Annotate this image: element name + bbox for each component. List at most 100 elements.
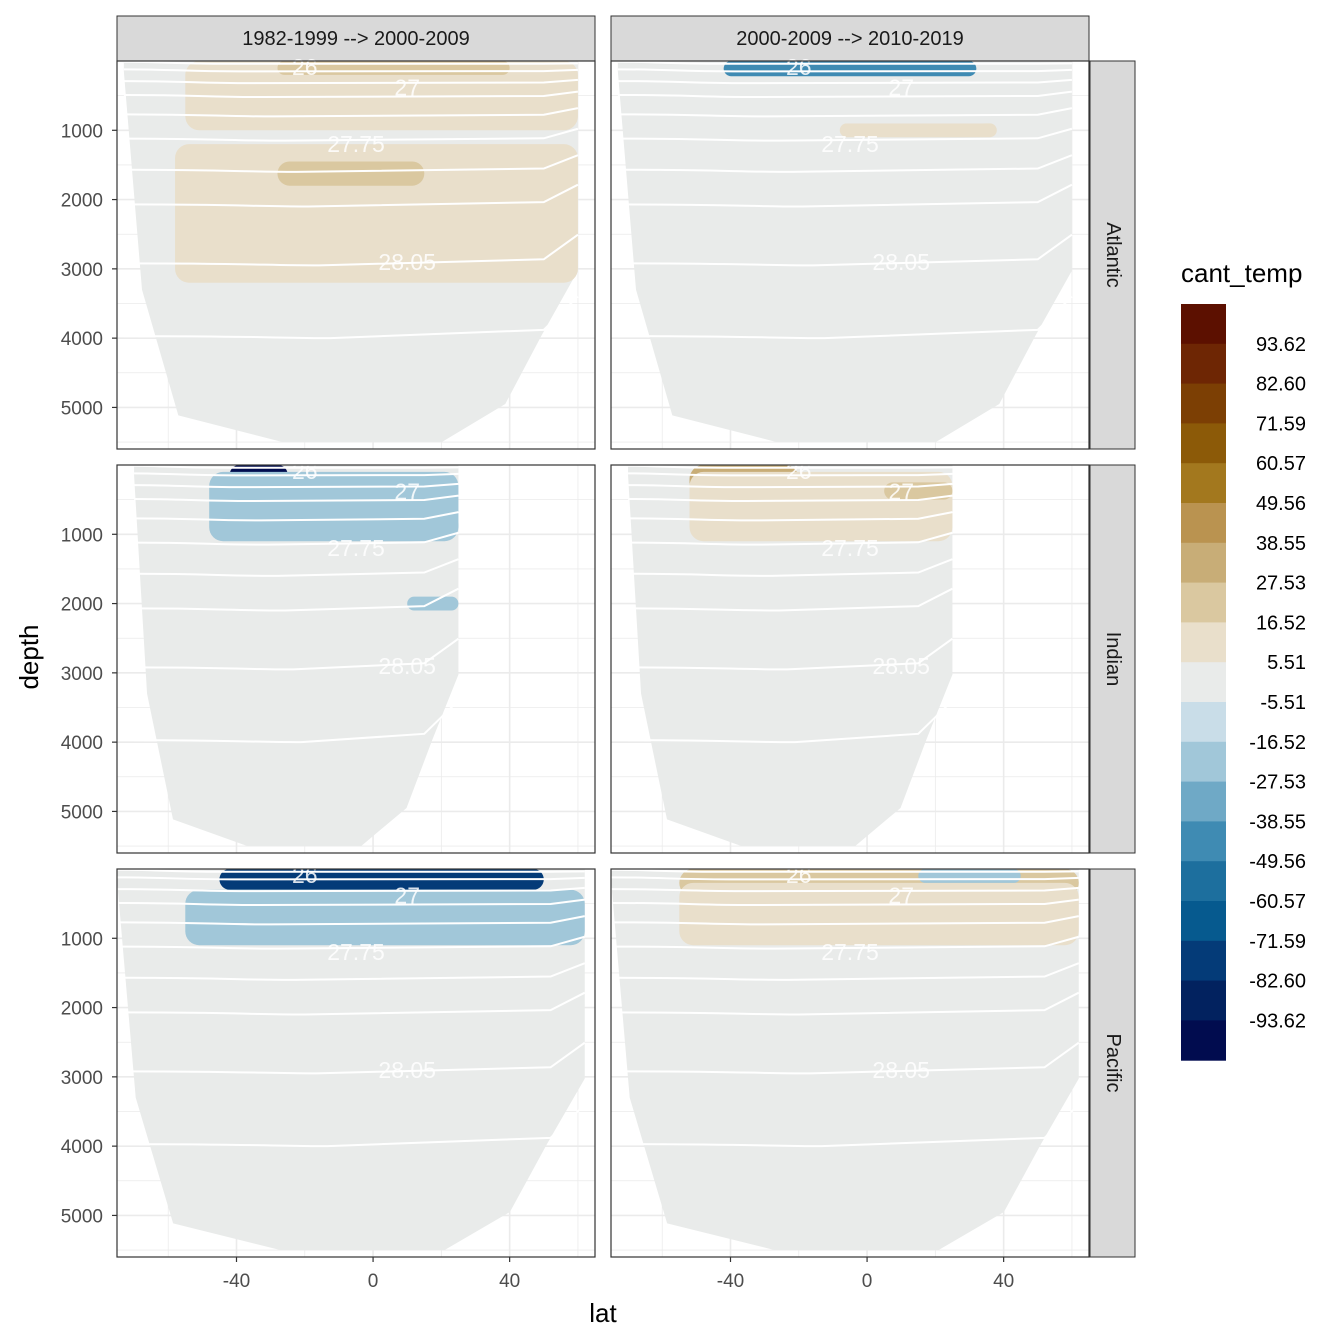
contour-line bbox=[123, 154, 579, 173]
contour-label: 27.75 bbox=[821, 131, 879, 157]
legend-label: 16.52 bbox=[1256, 612, 1306, 634]
contour-line bbox=[134, 587, 459, 612]
facet-strip-label: 1982-1999 --> 2000-2009 bbox=[242, 28, 469, 50]
contour-line bbox=[617, 90, 1073, 99]
x-tick-label: 40 bbox=[499, 1271, 520, 1292]
legend-label: 93.62 bbox=[1256, 334, 1306, 356]
facet-strip-label: Indian bbox=[1102, 632, 1124, 687]
x-axis-title: lat bbox=[589, 1298, 617, 1328]
isopycnal-contours bbox=[117, 869, 586, 1148]
contour-line bbox=[134, 494, 459, 503]
strip-background bbox=[1089, 868, 1136, 1258]
y-tick-label: 2000 bbox=[61, 999, 103, 1020]
contour-line bbox=[134, 558, 459, 577]
contour-line bbox=[123, 183, 579, 208]
legend-color-bin bbox=[1181, 940, 1226, 982]
contour-label: 28.05 bbox=[378, 653, 436, 679]
contour-line bbox=[117, 935, 586, 950]
legend-label: 49.56 bbox=[1256, 493, 1306, 515]
anomaly-region bbox=[277, 161, 425, 186]
contour-label: 27.75 bbox=[821, 535, 879, 561]
contour-line bbox=[134, 637, 460, 671]
contour-line bbox=[628, 494, 953, 503]
contour-line bbox=[117, 962, 586, 981]
facet-strip-column: 1982-1999 --> 2000-2009 bbox=[116, 15, 596, 62]
contour-line bbox=[617, 78, 1073, 85]
anomaly-region bbox=[723, 61, 977, 77]
contour-line bbox=[611, 886, 1079, 893]
contour-line bbox=[134, 699, 460, 744]
facet-strip-row: Atlantic bbox=[1089, 60, 1136, 450]
x-tick-label: -40 bbox=[223, 1271, 250, 1292]
contour-label: 26 bbox=[292, 458, 318, 484]
contour-label: 27 bbox=[888, 74, 914, 100]
contour-label: 26 bbox=[786, 54, 812, 80]
isopycnal-contours bbox=[611, 869, 1080, 1148]
contour-line bbox=[123, 107, 579, 118]
legend-label: -49.56 bbox=[1249, 851, 1306, 873]
y-tick-label: 5000 bbox=[61, 802, 103, 823]
facet-panel: 26 27 27.75 28.05 bbox=[610, 458, 1090, 854]
contour-line bbox=[611, 915, 1079, 926]
contour-line bbox=[134, 472, 459, 477]
y-axis-title: depth bbox=[14, 624, 44, 689]
ocean-section-area bbox=[611, 869, 1079, 1251]
facet-strip-column: 2000-2009 --> 2010-2019 bbox=[610, 15, 1090, 62]
legend-label: 82.60 bbox=[1256, 374, 1306, 396]
contour-line bbox=[628, 558, 953, 577]
ocean-section-area bbox=[117, 869, 585, 1251]
contour-line bbox=[628, 587, 953, 612]
legend-label: -27.53 bbox=[1249, 772, 1306, 794]
contour-line bbox=[628, 637, 954, 671]
strip-background bbox=[1089, 464, 1136, 854]
x-axis: -40 0 40 bbox=[223, 1257, 520, 1292]
contour-line bbox=[117, 869, 585, 873]
contour-label: 26 bbox=[786, 862, 812, 888]
anomaly-region bbox=[175, 144, 578, 283]
contour-line bbox=[117, 898, 585, 907]
contour-label: 27.75 bbox=[327, 535, 385, 561]
y-tick-label: 1000 bbox=[61, 525, 103, 546]
contour-line bbox=[617, 154, 1073, 173]
strip-background bbox=[1089, 60, 1136, 450]
contour-label: 27 bbox=[888, 882, 914, 908]
legend-label: -16.52 bbox=[1249, 732, 1306, 754]
legend-label: 71.59 bbox=[1256, 413, 1306, 435]
legend-color-bin bbox=[1181, 662, 1226, 703]
anomaly-region bbox=[839, 123, 997, 138]
y-tick-label: 1000 bbox=[61, 121, 103, 142]
contour-label: 27.75 bbox=[327, 939, 385, 965]
legend-color-bin bbox=[1181, 622, 1226, 663]
contour-label: 28.05 bbox=[872, 249, 930, 275]
contour-line bbox=[117, 1103, 586, 1148]
contour-line bbox=[628, 531, 953, 546]
facet-strip-label: Pacific bbox=[1102, 1034, 1124, 1093]
contour-label: 27 bbox=[888, 478, 914, 504]
x-tick-label: 0 bbox=[368, 1271, 379, 1292]
contour-line bbox=[117, 915, 585, 926]
contour-line bbox=[617, 127, 1073, 142]
facet-panel: 26 27 27.75 28.05 bbox=[610, 54, 1090, 450]
anomaly-region bbox=[679, 882, 1079, 946]
contour-line bbox=[611, 898, 1079, 907]
contour-line bbox=[628, 699, 954, 744]
contour-label: 27.75 bbox=[327, 131, 385, 157]
panel-border bbox=[116, 60, 596, 450]
y-tick-label: 2000 bbox=[61, 191, 103, 212]
contour-line bbox=[611, 1103, 1080, 1148]
anomaly-region bbox=[209, 471, 459, 542]
facet-strip-row: Pacific bbox=[1089, 868, 1136, 1258]
contour-line bbox=[123, 127, 579, 142]
strip-background bbox=[610, 15, 1090, 62]
facet-panel: 26 27 27.75 28.05 bbox=[116, 458, 596, 854]
legend-label: -82.60 bbox=[1249, 971, 1306, 993]
panel-border bbox=[610, 868, 1090, 1258]
y-tick-label: 4000 bbox=[61, 733, 103, 754]
contour-line bbox=[117, 876, 585, 881]
facet-panel: 26 27 27.75 28.05 bbox=[116, 862, 596, 1258]
legend-color-bin bbox=[1181, 304, 1226, 345]
contour-line bbox=[134, 511, 459, 522]
contour-line bbox=[123, 78, 579, 85]
y-tick-label: 3000 bbox=[61, 1068, 103, 1089]
legend-color-bin bbox=[1181, 1020, 1226, 1061]
